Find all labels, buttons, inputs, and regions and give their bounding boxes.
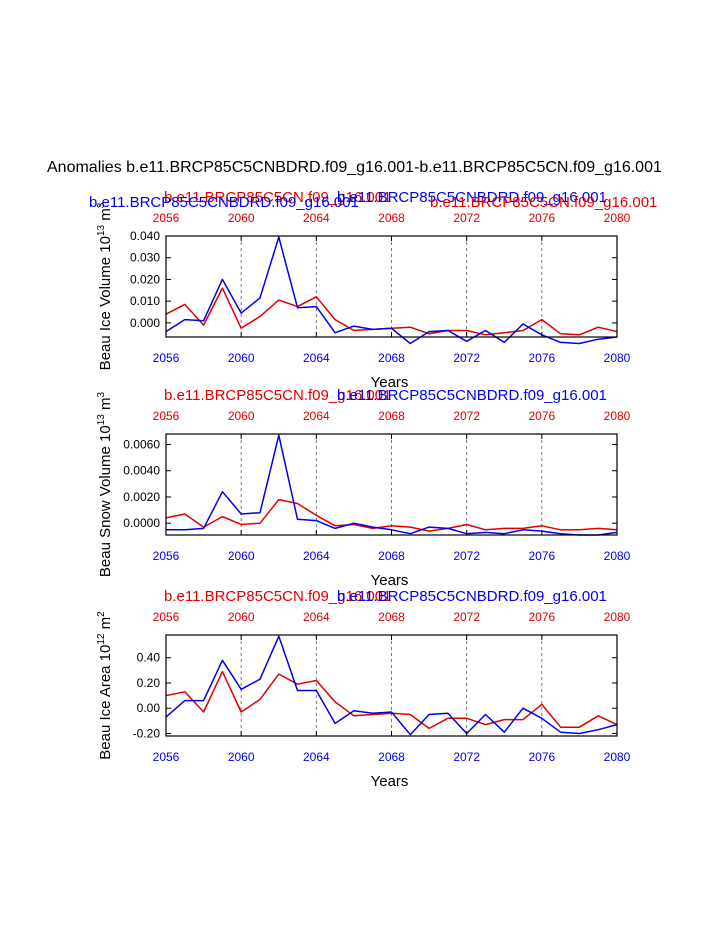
x-tick-label-bottom: 2056 [153, 549, 180, 563]
x-tick-label-bottom: 2072 [453, 549, 480, 563]
y-axis-label: Beau Snow Volume 1013 m3 [96, 391, 114, 577]
x-tick-label-top: 2060 [228, 211, 255, 225]
x-tick-label-bottom: 2068 [378, 351, 405, 365]
x-tick-label-bottom: 2056 [153, 750, 180, 764]
x-tick-label-top: 2068 [378, 610, 405, 624]
panel-title-right-overlap: b.e11.BRCP85C5CN.f09_g16.001 [430, 194, 657, 211]
panels: 2056 2056 2060 2060 2064 2064 2068 2068 2072 2072… [89, 189, 657, 790]
x-tick-label-top: 2076 [528, 409, 555, 423]
y-tick-label: -0.20 [133, 726, 161, 740]
x-tick-label-top: 2076 [528, 610, 555, 624]
panel-title-right: b.e11.BRCP85C5CNBDRD.f09_g16.001 [337, 588, 607, 605]
panel-title-left-overlap: b.e11.BRCP85C5CNBDRD.f09_g16.001 [89, 194, 359, 211]
y-tick-label: 0.20 [137, 676, 161, 690]
y-tick-label: 0.40 [137, 651, 161, 665]
x-tick-label-top: 2076 [528, 211, 555, 225]
x-tick-label-top: 2068 [378, 409, 405, 423]
x-axis-label: Years [371, 572, 409, 589]
x-tick-label-top: 2072 [453, 610, 480, 624]
x-tick-label-top: 2056 [153, 211, 180, 225]
x-tick-label-bottom: 2072 [453, 351, 480, 365]
y-tick-label: 0.030 [130, 251, 160, 265]
x-tick-label-top: 2072 [453, 211, 480, 225]
x-tick-label-bottom: 2072 [453, 750, 480, 764]
x-tick-label-bottom: 2064 [303, 549, 330, 563]
x-tick-label-bottom: 2064 [303, 351, 330, 365]
x-tick-label-top: 2072 [453, 409, 480, 423]
x-tick-label-top: 2064 [303, 211, 330, 225]
y-axis-label: Beau Ice Area 1012 m2 [96, 611, 114, 760]
x-tick-label-top: 2064 [303, 409, 330, 423]
x-tick-label-bottom: 2068 [378, 750, 405, 764]
x-tick-label-bottom: 2060 [228, 351, 255, 365]
x-tick-label-bottom: 2060 [228, 750, 255, 764]
x-tick-label-bottom: 2076 [528, 549, 555, 563]
series-line-cnbdrd [165, 635, 618, 736]
series-line-cn [165, 498, 618, 532]
x-tick-label-top: 2056 [153, 610, 180, 624]
x-tick-label-top: 2080 [604, 610, 631, 624]
x-tick-label-bottom: 2064 [303, 750, 330, 764]
y-tick-label: 0.0020 [123, 490, 160, 504]
chart-panel-2: 2056 2056 2060 2060 2064 2064 2068 2068 2072 2072… [96, 387, 631, 589]
y-tick-label: 0.020 [130, 272, 160, 286]
y-tick-label: 0.0000 [123, 516, 160, 530]
y-tick-label: 0.000 [130, 316, 160, 330]
x-tick-label-top: 2060 [228, 409, 255, 423]
x-tick-label-bottom: 2076 [528, 351, 555, 365]
x-tick-label-bottom: 2068 [378, 549, 405, 563]
x-tick-label-top: 2064 [303, 610, 330, 624]
chart-panel-1: 2056 2056 2060 2060 2064 2064 2068 2068 2072 2072… [89, 189, 657, 391]
figure-title: Anomalies b.e11.BRCP85C5CNBDRD.f09_g16.0… [47, 159, 662, 176]
x-tick-label-top: 2080 [604, 211, 631, 225]
panel-title-left: b.e11.BRCP85C5CN.f09_g16.001 [164, 588, 391, 605]
x-tick-label-top: 2056 [153, 409, 180, 423]
x-tick-label-bottom: 2056 [153, 351, 180, 365]
panel-title-right: b.e11.BRCP85C5CNBDRD.f09_g16.001 [337, 387, 607, 404]
y-tick-label: 0.040 [130, 229, 160, 243]
x-tick-label-bottom: 2076 [528, 750, 555, 764]
y-tick-label: 0.00 [137, 701, 161, 715]
x-tick-label-bottom: 2080 [604, 750, 631, 764]
x-tick-label-top: 2060 [228, 610, 255, 624]
panel-title-left: b.e11.BRCP85C5CN.f09_g16.001 [164, 189, 391, 206]
panel-title-left: b.e11.BRCP85C5CN.f09_g16.001 [164, 387, 391, 404]
y-tick-label: 0.0060 [123, 437, 160, 451]
x-tick-label-bottom: 2060 [228, 549, 255, 563]
y-tick-label: 0.010 [130, 294, 160, 308]
x-tick-label-bottom: 2080 [604, 351, 631, 365]
y-tick-label: 0.0040 [123, 464, 160, 478]
chart-panel-3: 2056 2056 2060 2060 2064 2064 2068 2068 2072 2072… [96, 588, 631, 790]
x-tick-label-bottom: 2080 [604, 549, 631, 563]
x-axis-label: Years [371, 374, 409, 391]
x-axis-label: Years [371, 773, 409, 790]
y-axis-label: Beau Ice Volume 1013 m3 [96, 202, 114, 370]
panel-title-right: b.e11.BRCP85C5CNBDRD.f09_g16.001 [337, 189, 607, 206]
x-tick-label-top: 2080 [604, 409, 631, 423]
series-line-cn [165, 670, 618, 730]
x-tick-label-top: 2068 [378, 211, 405, 225]
